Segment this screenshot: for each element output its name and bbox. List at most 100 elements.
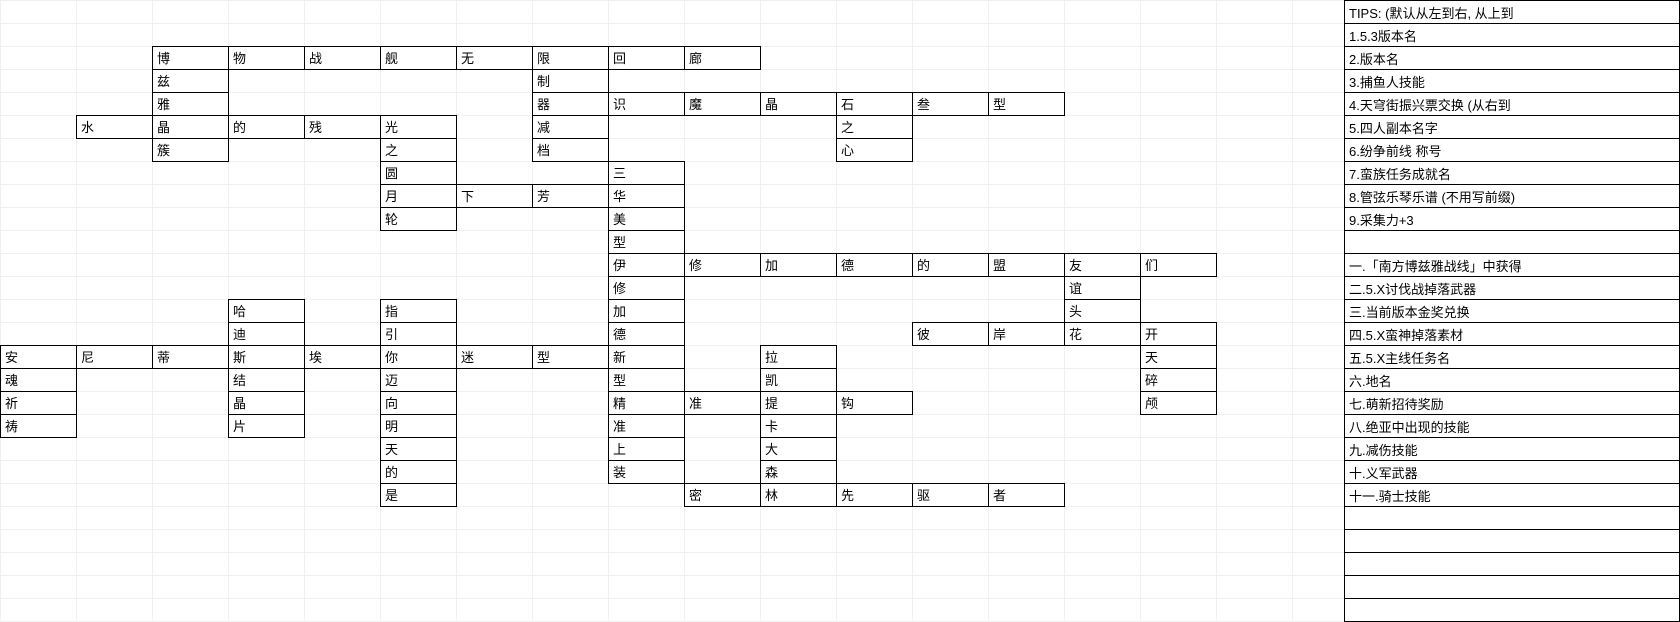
crossword-cell[interactable]: 天 <box>1140 345 1217 369</box>
spreadsheet-area[interactable]: TIPS: (默认从左到右, 从上到1.5.3版本名2.版本名3.捕鱼人技能4.… <box>0 0 1680 620</box>
crossword-cell[interactable]: 们 <box>1140 253 1217 277</box>
crossword-cell[interactable]: 大 <box>760 437 837 461</box>
crossword-cell[interactable]: 之 <box>380 138 457 162</box>
hint-row[interactable] <box>1344 552 1680 576</box>
hint-row[interactable]: 四.5.X蛮神掉落素材 <box>1344 322 1680 346</box>
hint-row[interactable]: 7.蛮族任务成就名 <box>1344 161 1680 185</box>
crossword-cell[interactable]: 晶 <box>152 115 229 139</box>
crossword-cell[interactable]: 精 <box>608 391 685 415</box>
crossword-cell[interactable]: 安 <box>0 345 77 369</box>
crossword-cell[interactable]: 开 <box>1140 322 1217 346</box>
crossword-cell[interactable]: 林 <box>760 483 837 507</box>
crossword-cell[interactable]: 加 <box>760 253 837 277</box>
crossword-cell[interactable]: 引 <box>380 322 457 346</box>
crossword-cell[interactable]: 器 <box>532 92 609 116</box>
hint-row[interactable] <box>1344 575 1680 599</box>
hint-row[interactable]: 5.四人副本名字 <box>1344 115 1680 139</box>
crossword-cell[interactable]: 岸 <box>988 322 1065 346</box>
crossword-cell[interactable]: 美 <box>608 207 685 231</box>
hint-row[interactable]: 十一.骑士技能 <box>1344 483 1680 507</box>
crossword-cell[interactable]: 限 <box>532 46 609 70</box>
crossword-cell[interactable]: 哈 <box>228 299 305 323</box>
hint-row[interactable]: 十.义军武器 <box>1344 460 1680 484</box>
crossword-cell[interactable]: 的 <box>912 253 989 277</box>
crossword-cell[interactable]: 战 <box>304 46 381 70</box>
crossword-cell[interactable]: 心 <box>836 138 913 162</box>
crossword-cell[interactable]: 无 <box>456 46 533 70</box>
hint-row[interactable] <box>1344 506 1680 530</box>
hint-row[interactable]: 1.5.3版本名 <box>1344 23 1680 47</box>
crossword-cell[interactable]: 片 <box>228 414 305 438</box>
hint-row[interactable]: 三.当前版本金奖兑换 <box>1344 299 1680 323</box>
hint-row[interactable]: 9.采集力+3 <box>1344 207 1680 231</box>
crossword-cell[interactable]: 伊 <box>608 253 685 277</box>
crossword-cell[interactable]: 祈 <box>0 391 77 415</box>
crossword-cell[interactable]: 斯 <box>228 345 305 369</box>
crossword-cell[interactable]: 华 <box>608 184 685 208</box>
crossword-cell[interactable]: 准 <box>684 391 761 415</box>
crossword-cell[interactable]: 型 <box>532 345 609 369</box>
crossword-cell[interactable]: 彼 <box>912 322 989 346</box>
crossword-cell[interactable]: 型 <box>988 92 1065 116</box>
crossword-cell[interactable]: 密 <box>684 483 761 507</box>
crossword-cell[interactable]: 光 <box>380 115 457 139</box>
hint-row[interactable]: 五.5.X主线任务名 <box>1344 345 1680 369</box>
crossword-cell[interactable]: 提 <box>760 391 837 415</box>
crossword-cell[interactable]: 拉 <box>760 345 837 369</box>
crossword-cell[interactable]: 卡 <box>760 414 837 438</box>
crossword-cell[interactable]: 德 <box>608 322 685 346</box>
crossword-cell[interactable]: 准 <box>608 414 685 438</box>
crossword-cell[interactable]: 结 <box>228 368 305 392</box>
crossword-cell[interactable]: 魂 <box>0 368 77 392</box>
crossword-cell[interactable]: 回 <box>608 46 685 70</box>
crossword-cell[interactable]: 尼 <box>76 345 153 369</box>
crossword-cell[interactable]: 水 <box>76 115 153 139</box>
crossword-cell[interactable]: 之 <box>836 115 913 139</box>
crossword-cell[interactable]: 迷 <box>456 345 533 369</box>
hint-row[interactable]: 2.版本名 <box>1344 46 1680 70</box>
hint-row[interactable]: TIPS: (默认从左到右, 从上到 <box>1344 0 1680 24</box>
crossword-cell[interactable]: 的 <box>228 115 305 139</box>
crossword-cell[interactable]: 你 <box>380 345 457 369</box>
crossword-cell[interactable]: 驱 <box>912 483 989 507</box>
crossword-cell[interactable]: 石 <box>836 92 913 116</box>
crossword-cell[interactable]: 减 <box>532 115 609 139</box>
crossword-cell[interactable]: 友 <box>1064 253 1141 277</box>
crossword-cell[interactable]: 颅 <box>1140 391 1217 415</box>
hint-row[interactable] <box>1344 598 1680 622</box>
crossword-cell[interactable]: 兹 <box>152 69 229 93</box>
crossword-cell[interactable]: 型 <box>608 230 685 254</box>
hint-row[interactable] <box>1344 230 1680 254</box>
crossword-cell[interactable]: 向 <box>380 391 457 415</box>
crossword-cell[interactable]: 芳 <box>532 184 609 208</box>
crossword-cell[interactable]: 埃 <box>304 345 381 369</box>
crossword-cell[interactable]: 制 <box>532 69 609 93</box>
crossword-cell[interactable]: 是 <box>380 483 457 507</box>
crossword-cell[interactable]: 晶 <box>228 391 305 415</box>
hint-row[interactable] <box>1344 529 1680 553</box>
crossword-cell[interactable]: 谊 <box>1064 276 1141 300</box>
crossword-cell[interactable]: 月 <box>380 184 457 208</box>
crossword-cell[interactable]: 簇 <box>152 138 229 162</box>
crossword-cell[interactable]: 明 <box>380 414 457 438</box>
crossword-cell[interactable]: 森 <box>760 460 837 484</box>
crossword-cell[interactable]: 盟 <box>988 253 1065 277</box>
crossword-cell[interactable]: 魔 <box>684 92 761 116</box>
crossword-cell[interactable]: 天 <box>380 437 457 461</box>
crossword-cell[interactable]: 博 <box>152 46 229 70</box>
crossword-cell[interactable]: 加 <box>608 299 685 323</box>
hint-row[interactable]: 九.减伤技能 <box>1344 437 1680 461</box>
crossword-cell[interactable]: 凯 <box>760 368 837 392</box>
hint-row[interactable]: 8.管弦乐琴乐谱 (不用写前缀) <box>1344 184 1680 208</box>
crossword-cell[interactable]: 残 <box>304 115 381 139</box>
crossword-cell[interactable]: 钩 <box>836 391 913 415</box>
crossword-cell[interactable]: 德 <box>836 253 913 277</box>
crossword-cell[interactable]: 指 <box>380 299 457 323</box>
crossword-cell[interactable]: 祷 <box>0 414 77 438</box>
crossword-cell[interactable]: 头 <box>1064 299 1141 323</box>
crossword-cell[interactable]: 型 <box>608 368 685 392</box>
crossword-cell[interactable]: 轮 <box>380 207 457 231</box>
crossword-cell[interactable]: 新 <box>608 345 685 369</box>
hint-row[interactable]: 二.5.X讨伐战掉落武器 <box>1344 276 1680 300</box>
hint-row[interactable]: 六.地名 <box>1344 368 1680 392</box>
